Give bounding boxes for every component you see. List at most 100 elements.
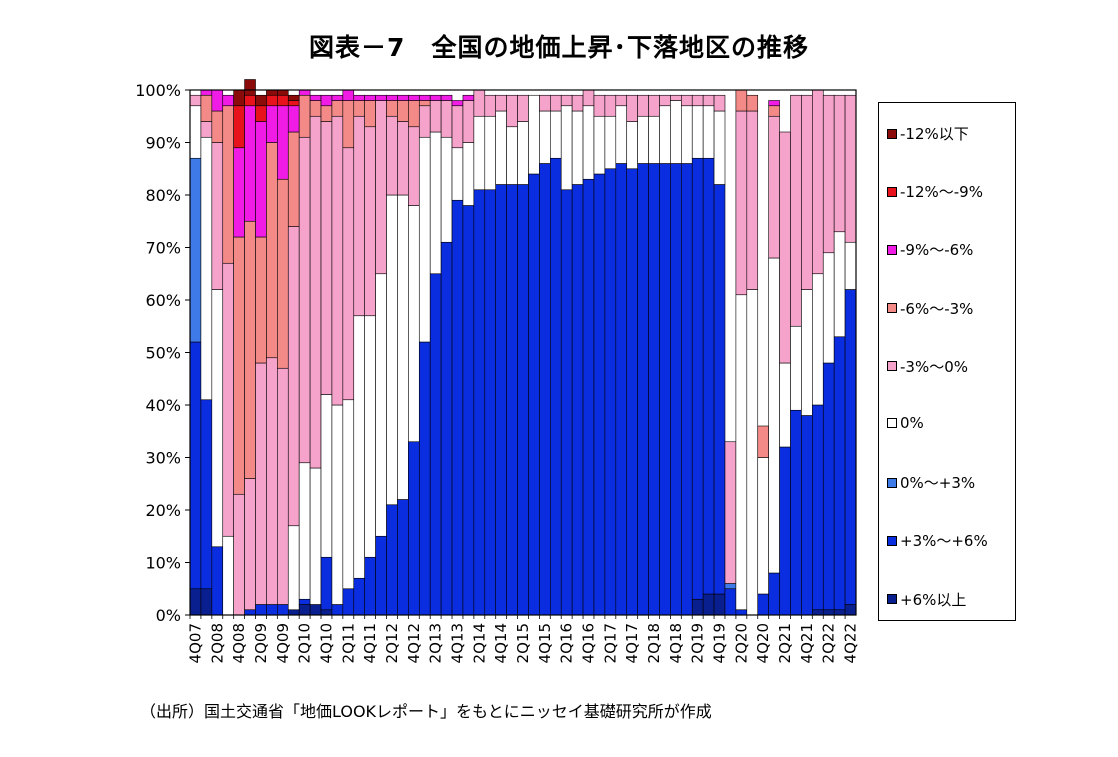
legend-swatch <box>887 186 897 197</box>
x-tick-label: 2Q15 <box>514 623 532 663</box>
legend-label: +3%～+6% <box>900 532 988 551</box>
bar-segment <box>408 205 420 443</box>
bar-segment <box>648 94 660 117</box>
bar-segment <box>495 110 507 185</box>
bar-segment <box>233 105 245 149</box>
x-tick-label: 2Q08 <box>208 623 226 663</box>
bar-segment <box>418 94 431 101</box>
bar-segment <box>298 462 311 600</box>
bar-segment <box>429 131 442 275</box>
bar-segment <box>309 604 322 616</box>
bar-segment <box>844 241 857 290</box>
bar-segment <box>648 115 660 164</box>
bar-segment <box>287 105 300 133</box>
bar-segment <box>211 89 224 112</box>
chart-title: 図表－7 全国の地価上昇･下落地区の推移 <box>309 33 809 62</box>
bar-segment <box>255 362 267 605</box>
bar-segment <box>255 105 267 122</box>
bar-segment <box>801 289 813 416</box>
bar-segment <box>397 121 409 196</box>
bar-segment <box>637 94 649 117</box>
bar-segment <box>528 94 540 175</box>
bar-segment <box>287 226 300 527</box>
legend-swatch <box>887 594 897 605</box>
y-tick-label: 90% <box>145 134 181 153</box>
bar-segment <box>418 105 431 138</box>
legend-swatch <box>887 418 897 428</box>
x-tick-label: 4Q10 <box>317 623 335 663</box>
bar-segment <box>266 357 278 605</box>
x-tick-label: 4Q22 <box>842 623 860 663</box>
bar-segment <box>331 115 344 406</box>
bar-segment <box>659 94 671 107</box>
bar-segment <box>451 100 464 107</box>
bar-segment <box>342 100 355 149</box>
bar-segment <box>309 94 322 101</box>
legend: -12%以下 -12%～-9% -9%～-6% -6%～-3% -3%～0% 0% 0%～+… <box>878 102 1016 621</box>
bar-segment <box>244 105 256 222</box>
x-tick-label: 4Q20 <box>754 623 772 663</box>
x-tick-label: 4Q18 <box>667 623 685 663</box>
x-tick-label: 2Q11 <box>339 623 357 663</box>
bar-segment <box>397 100 409 122</box>
bar-segment <box>484 115 497 191</box>
bar-segment <box>364 126 376 317</box>
bar-segment <box>844 94 857 243</box>
bar-segment <box>539 163 551 616</box>
bar-segment <box>320 609 333 616</box>
legend-label: -3%～0% <box>900 357 969 376</box>
bar-segment <box>320 121 333 395</box>
bar-segment <box>440 100 453 138</box>
bar-segment <box>266 89 278 96</box>
x-tick-label: 2Q10 <box>296 623 314 663</box>
bar-segment <box>702 157 715 595</box>
bar-segment <box>691 105 704 159</box>
bar-segment <box>244 79 256 96</box>
bar-segment <box>266 94 278 107</box>
bar-segment <box>233 236 245 495</box>
bar-segment <box>670 100 682 164</box>
bar-segment <box>429 100 442 133</box>
bar-segment <box>757 457 769 595</box>
plot-frame <box>189 89 857 616</box>
legend-swatch <box>887 303 897 314</box>
bar-segment <box>189 341 202 590</box>
bar-segment <box>462 142 475 206</box>
legend-swatch <box>887 535 897 546</box>
bar-segment <box>386 115 398 196</box>
bar-segment <box>331 94 344 101</box>
bar-segment <box>659 105 671 164</box>
legend-item: +3%～+6% <box>887 530 988 551</box>
bar-segment <box>517 184 529 616</box>
bar-segment <box>844 289 857 605</box>
bar-segment <box>244 94 256 107</box>
legend-swatch <box>887 128 897 139</box>
bar-segment <box>429 273 442 616</box>
bar-segment <box>222 535 234 616</box>
x-tick-label: 2Q22 <box>820 623 838 663</box>
y-tick-label: 60% <box>145 291 181 310</box>
bar-segment <box>702 105 715 159</box>
legend-item: -12%以下 <box>887 123 969 144</box>
bar-segment <box>484 189 497 616</box>
bar-segment <box>266 105 278 143</box>
bar-segment <box>582 105 595 180</box>
bar-segment <box>571 184 584 616</box>
bar-segment <box>604 168 617 616</box>
bar-segment <box>440 136 453 243</box>
y-tick-label: 100% <box>135 81 181 100</box>
y-tick-label: 70% <box>145 239 181 258</box>
bar-segment <box>353 100 365 117</box>
bar-segment <box>244 478 256 611</box>
bar-segment <box>408 126 420 206</box>
bar-segment <box>604 94 617 117</box>
bar-segment <box>549 110 562 159</box>
bar-segment <box>724 588 737 616</box>
bar-segment <box>746 110 759 290</box>
bar-segment <box>560 94 573 107</box>
bar-segment <box>560 189 573 616</box>
bar-segment <box>277 367 289 605</box>
bar-segment <box>451 105 464 149</box>
bar-segment <box>353 577 365 616</box>
bar-segment <box>670 163 682 616</box>
